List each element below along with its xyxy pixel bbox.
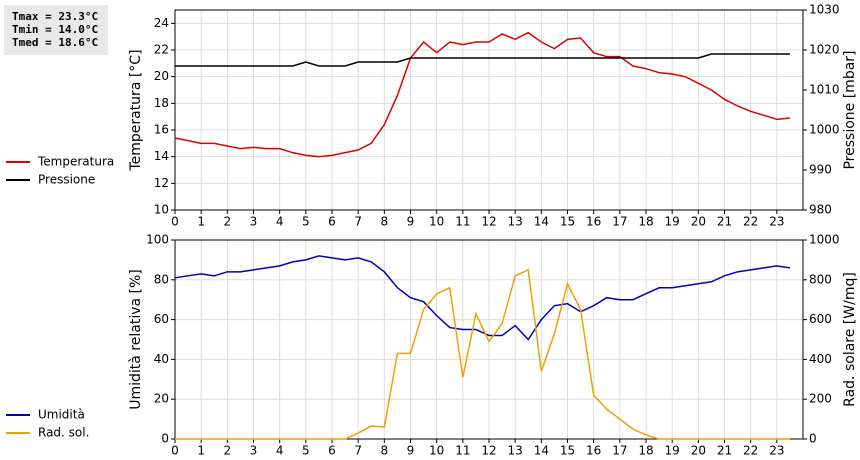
x-tick-label: 13: [508, 444, 523, 458]
x-tick-label: 10: [429, 215, 444, 229]
x-tick-label: 3: [250, 444, 258, 458]
y2-tick-label: 800: [809, 272, 832, 286]
stat-tmin: Tmin = 14.0°C: [12, 23, 98, 36]
y-tick-label: 20: [154, 69, 169, 83]
x-tick-label: 4: [276, 444, 284, 458]
y2-tick-label: 1030: [809, 3, 840, 17]
y2-axis-label: Pressione [mbar]: [842, 50, 858, 169]
y-tick-label: 0: [161, 432, 169, 446]
x-tick-label: 19: [665, 444, 680, 458]
x-tick-label: 21: [717, 444, 732, 458]
x-tick-label: 9: [407, 444, 415, 458]
x-tick-label: 23: [769, 444, 784, 458]
x-tick-label: 12: [481, 444, 496, 458]
y2-tick-label: 1000: [809, 233, 840, 247]
x-tick-label: 6: [328, 444, 336, 458]
x-tick-label: 8: [381, 215, 389, 229]
series-line: [174, 31, 790, 158]
x-tick-label: 4: [276, 215, 284, 229]
y2-tick-label: 1000: [809, 123, 840, 137]
x-tick-label: 20: [691, 215, 706, 229]
x-tick-label: 16: [586, 444, 601, 458]
x-tick-label: 3: [250, 215, 258, 229]
x-tick-label: 0: [171, 444, 179, 458]
y-tick-label: 16: [154, 123, 169, 137]
y-tick-label: 14: [154, 149, 169, 163]
y-tick-label: 20: [154, 392, 169, 406]
stat-tmed: Tmed = 18.6°C: [12, 36, 98, 49]
x-tick-label: 22: [743, 215, 758, 229]
x-tick-label: 1: [197, 215, 205, 229]
x-tick-label: 12: [481, 215, 496, 229]
x-tick-label: 0: [171, 215, 179, 229]
x-tick-label: 18: [638, 215, 653, 229]
y2-tick-label: 980: [809, 203, 832, 217]
x-tick-label: 5: [302, 444, 310, 458]
series-line: [174, 255, 791, 341]
y-tick-label: 40: [154, 352, 169, 366]
legend-label: Rad. sol.: [38, 426, 89, 440]
y-tick-label: 100: [146, 233, 169, 247]
x-tick-label: 14: [534, 444, 549, 458]
x-tick-label: 9: [407, 215, 415, 229]
x-tick-label: 14: [534, 215, 549, 229]
x-tick-label: 2: [224, 215, 232, 229]
x-tick-label: 16: [586, 215, 601, 229]
legend-label: Pressione: [38, 173, 95, 187]
x-tick-label: 21: [717, 215, 732, 229]
x-tick-label: 2: [224, 444, 232, 458]
series-line: [175, 268, 790, 440]
y-tick-label: 80: [154, 272, 169, 286]
x-tick-label: 7: [354, 444, 362, 458]
x-tick-label: 1: [197, 444, 205, 458]
y2-tick-label: 1010: [809, 83, 840, 97]
x-tick-label: 17: [612, 444, 627, 458]
y-tick-label: 10: [154, 203, 169, 217]
y2-axis-label: Rad. solare [W/mq]: [842, 272, 858, 407]
y-tick-label: 60: [154, 312, 169, 326]
y2-tick-label: 200: [809, 392, 832, 406]
x-tick-label: 23: [769, 215, 784, 229]
legend-label: Temperatura: [37, 155, 114, 169]
x-tick-label: 10: [429, 444, 444, 458]
y2-tick-label: 600: [809, 312, 832, 326]
y-tick-label: 22: [154, 43, 169, 57]
x-tick-label: 5: [302, 215, 310, 229]
x-tick-label: 19: [665, 215, 680, 229]
y2-tick-label: 400: [809, 352, 832, 366]
y2-tick-label: 0: [809, 432, 817, 446]
y2-tick-label: 1020: [809, 43, 840, 57]
y-tick-label: 24: [154, 16, 169, 30]
x-tick-label: 18: [638, 444, 653, 458]
x-tick-label: 7: [354, 215, 362, 229]
x-tick-label: 17: [612, 215, 627, 229]
plot-frame: [174, 9, 804, 211]
y-axis-label: Umidità relativa [%]: [128, 269, 144, 410]
x-tick-label: 20: [691, 444, 706, 458]
x-tick-label: 15: [560, 444, 575, 458]
y-tick-label: 12: [154, 176, 169, 190]
x-tick-label: 15: [560, 215, 575, 229]
x-tick-label: 13: [508, 215, 523, 229]
y2-tick-label: 990: [809, 163, 832, 177]
stat-tmax: Tmax = 23.3°C: [12, 10, 98, 23]
x-tick-label: 6: [328, 215, 336, 229]
plot-frame: [174, 239, 804, 440]
stats-box: [4, 5, 108, 55]
legend-label: Umidità: [38, 408, 85, 422]
x-tick-label: 8: [381, 444, 389, 458]
x-tick-label: 22: [743, 444, 758, 458]
y-axis-label: Temperatura [°C]: [128, 49, 144, 171]
series-line: [175, 53, 790, 67]
x-tick-label: 11: [455, 215, 470, 229]
x-tick-label: 11: [455, 444, 470, 458]
y-tick-label: 18: [154, 96, 169, 110]
